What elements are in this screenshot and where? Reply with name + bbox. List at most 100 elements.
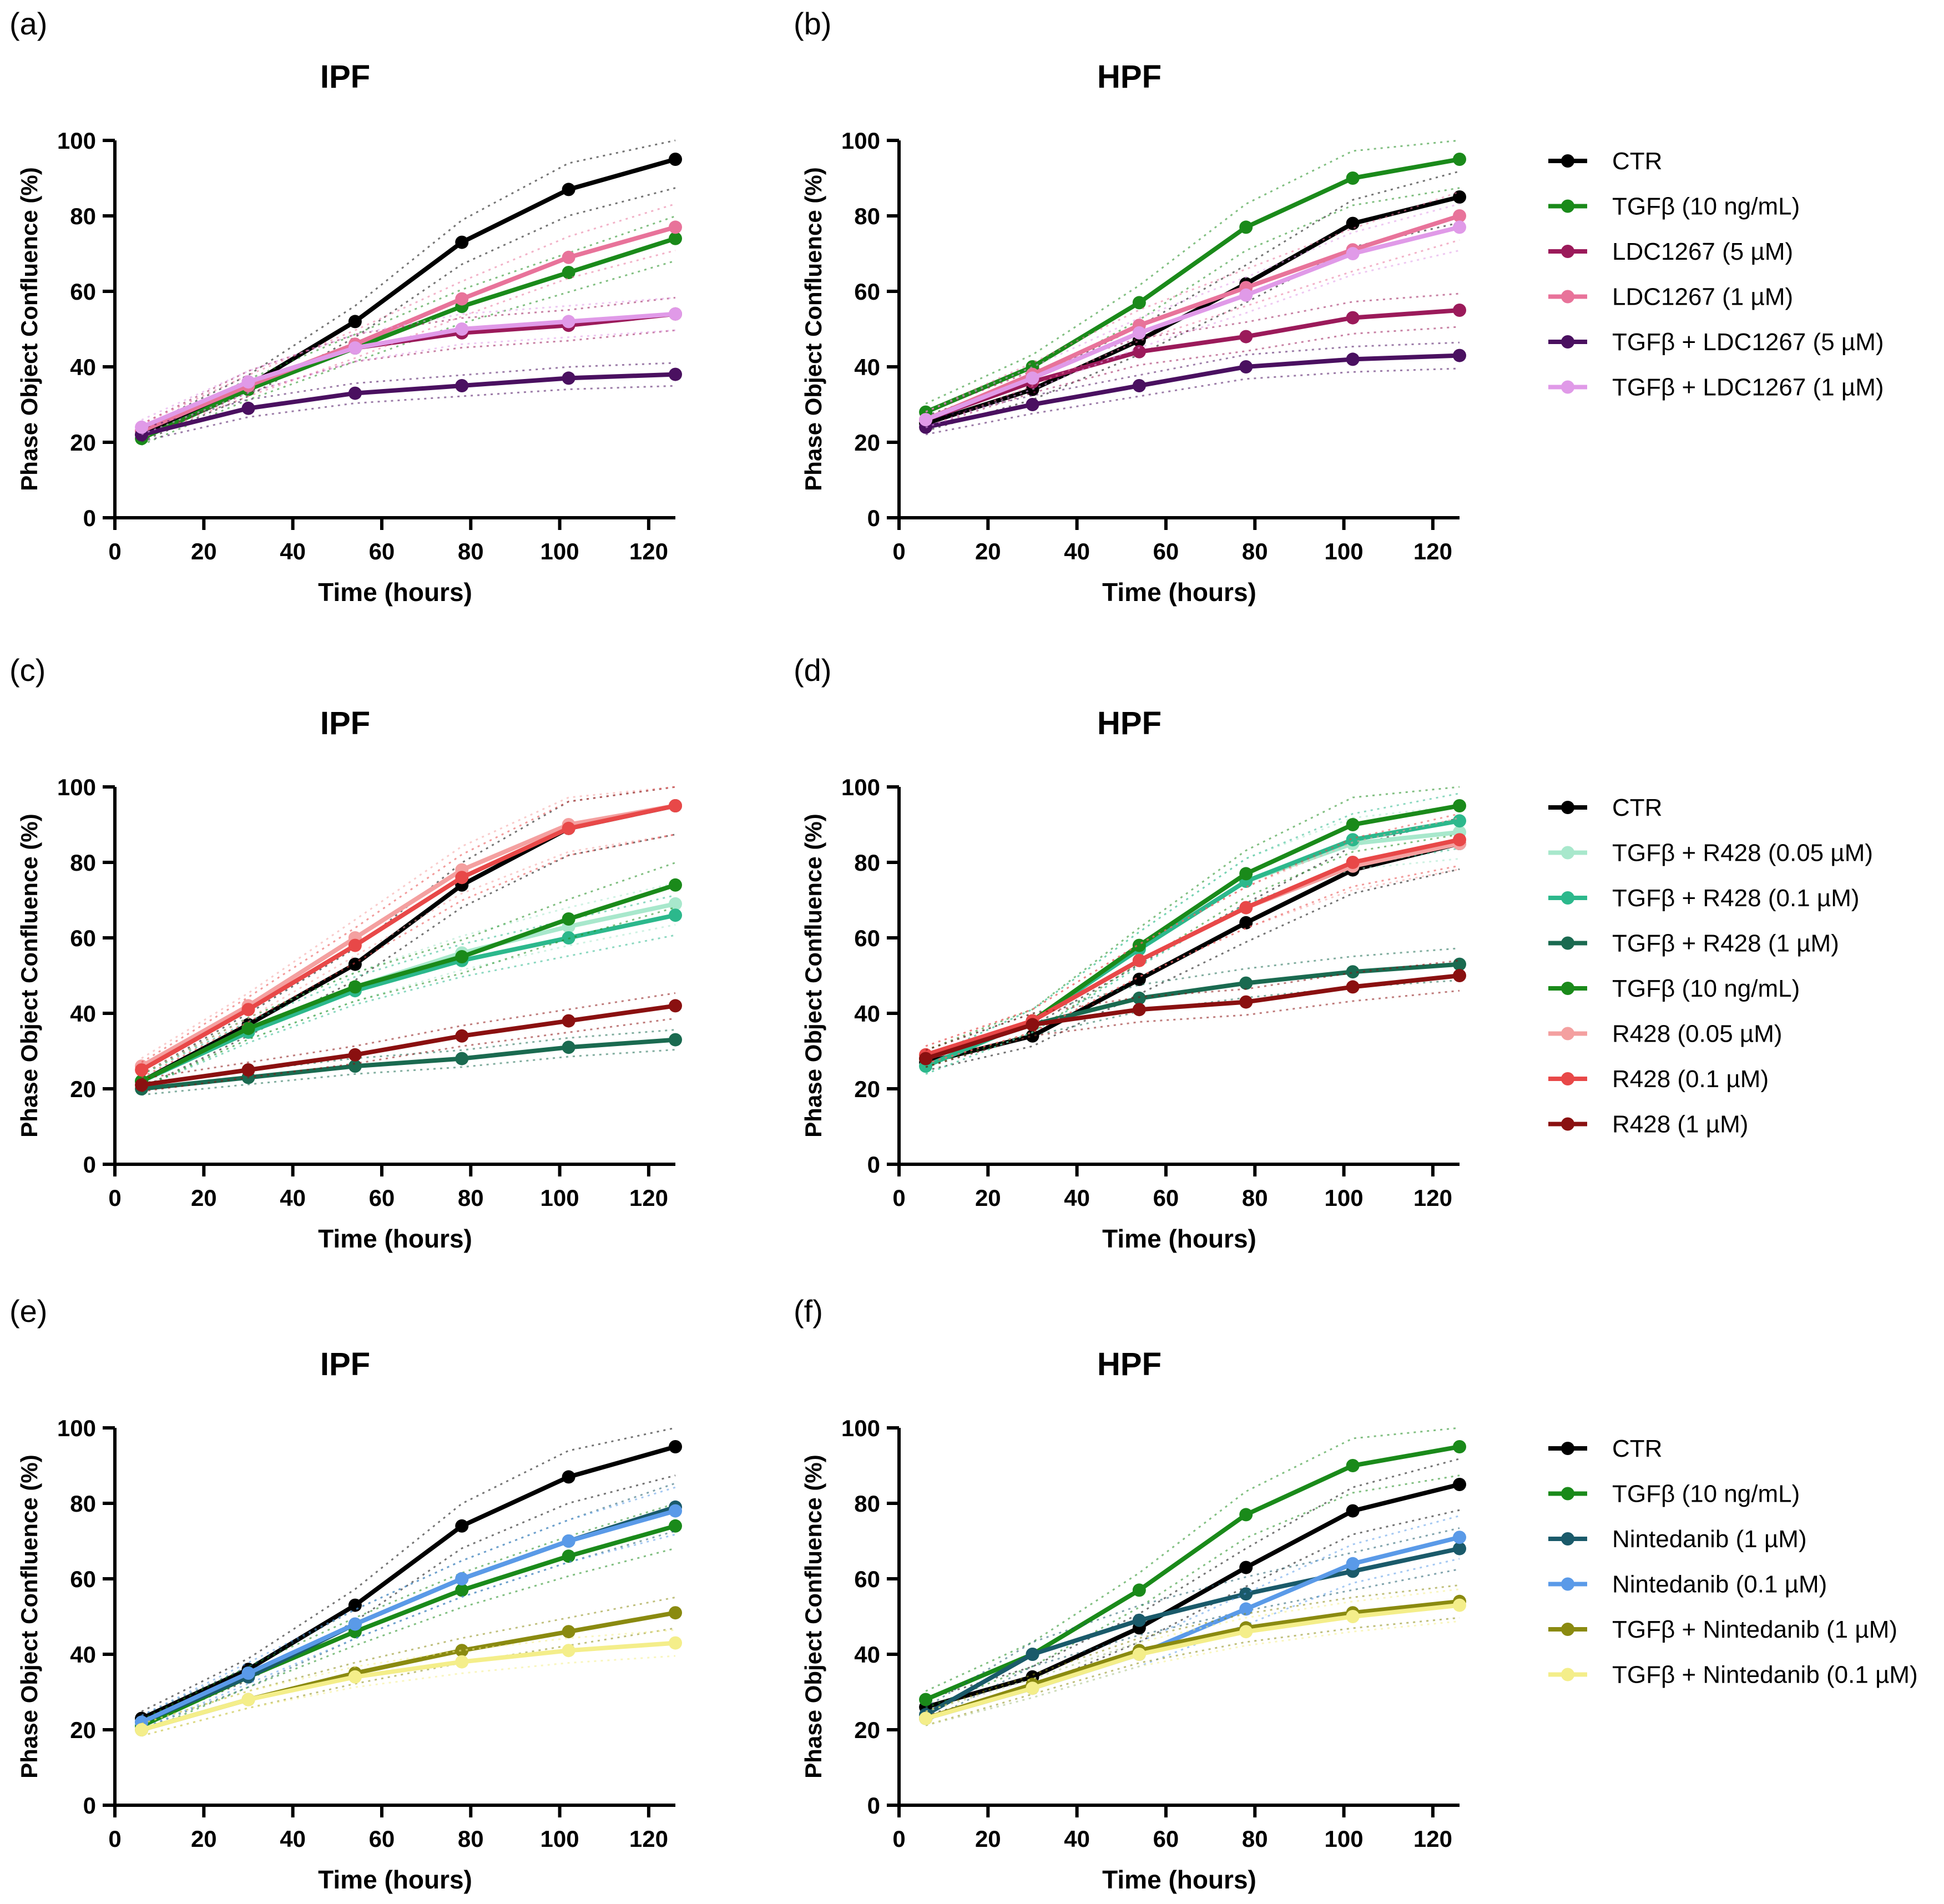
- data-point: [1132, 938, 1146, 952]
- data-point: [669, 878, 682, 892]
- data-point: [135, 420, 149, 434]
- legend-swatch-marker: [1561, 1072, 1574, 1085]
- data-point: [1346, 311, 1360, 325]
- data-point: [562, 1549, 575, 1563]
- data-point: [1346, 980, 1360, 994]
- y-tick-label: 20: [70, 1717, 96, 1743]
- data-point: [1346, 1557, 1360, 1570]
- data-point: [1239, 220, 1253, 234]
- y-tick-label: 0: [867, 1792, 880, 1819]
- legend-label: TGFβ + Nintedanib (1 µM): [1612, 1616, 1897, 1643]
- y-tick-label: 40: [70, 1642, 96, 1668]
- data-point: [1132, 991, 1146, 1005]
- data-point: [135, 1078, 149, 1092]
- error-band-upper: [141, 894, 676, 1075]
- error-band-lower: [925, 1620, 1460, 1726]
- data-point: [455, 1583, 469, 1597]
- y-tick-label: 0: [83, 505, 96, 531]
- legend-label: LDC1267 (1 µM): [1612, 284, 1793, 311]
- x-tick-label: 80: [1242, 1185, 1268, 1211]
- error-band-lower: [925, 187, 1460, 422]
- x-tick-label: 0: [892, 1185, 905, 1211]
- panel-label: (b): [794, 6, 831, 41]
- data-point: [1239, 1560, 1253, 1574]
- error-band-lower: [141, 329, 676, 436]
- legend-swatch-marker: [1561, 335, 1574, 349]
- legend: CTR TGFβ (10 ng/mL) LDC1267 (5 µM) LDC1267 …: [1548, 148, 1884, 401]
- x-tick-label: 20: [191, 538, 217, 564]
- data-point: [241, 1666, 255, 1680]
- data-point: [562, 1470, 575, 1484]
- legend-swatch-marker: [1561, 982, 1574, 995]
- data-point: [348, 1598, 362, 1612]
- data-point: [1346, 247, 1360, 260]
- error-band-lower: [925, 326, 1460, 428]
- series-ctr: [919, 1458, 1466, 1716]
- data-point: [669, 1606, 682, 1620]
- x-tick-label: 100: [1325, 1185, 1364, 1211]
- data-point: [669, 220, 682, 234]
- data-point: [241, 1063, 255, 1077]
- data-point: [1346, 216, 1360, 230]
- error-band-upper: [141, 139, 676, 429]
- y-tick-label: 60: [854, 1566, 880, 1592]
- data-point: [455, 322, 469, 336]
- data-point: [1026, 371, 1039, 385]
- data-point: [348, 1670, 362, 1684]
- series-line: [141, 1037, 676, 1091]
- series-line: [925, 225, 1460, 422]
- error-band-upper: [141, 1029, 676, 1084]
- legend-label: R428 (0.05 µM): [1612, 1021, 1783, 1048]
- error-band-lower: [925, 868, 1460, 1065]
- error-band-upper: [925, 292, 1460, 413]
- y-tick-label: 60: [70, 925, 96, 951]
- data-point: [669, 307, 682, 321]
- legend-label: CTR: [1612, 148, 1662, 175]
- y-tick-label: 40: [854, 1642, 880, 1668]
- data-point: [1239, 330, 1253, 344]
- x-tick-label: 120: [629, 538, 668, 564]
- series-line: [141, 1003, 676, 1088]
- legend-label: CTR: [1612, 1435, 1662, 1462]
- error-band-upper: [141, 992, 676, 1080]
- series-line: [925, 1599, 1460, 1721]
- error-band-lower: [925, 834, 1460, 1068]
- legend-label: TGFβ + Nintedanib (0.1 µM): [1612, 1661, 1918, 1689]
- x-tick-label: 80: [458, 1185, 484, 1211]
- y-tick-label: 0: [867, 505, 880, 531]
- error-band-upper: [925, 786, 1460, 1051]
- x-tick-label: 100: [541, 1185, 579, 1211]
- legend: CTR TGFβ + R428 (0.05 µM) TGFβ + R428 (0.1…: [1548, 794, 1873, 1138]
- legend-label: TGFβ + R428 (1 µM): [1612, 930, 1839, 957]
- data-point: [241, 1003, 255, 1017]
- y-tick-label: 40: [70, 1001, 96, 1027]
- data-point: [1346, 1504, 1360, 1518]
- y-tick-label: 40: [854, 1001, 880, 1027]
- data-point: [1453, 209, 1466, 223]
- legend-swatch-marker: [1561, 1532, 1574, 1546]
- data-point: [1453, 814, 1466, 828]
- data-point: [455, 379, 469, 392]
- x-axis-label: Time (hours): [1102, 1224, 1256, 1253]
- data-point: [1132, 1648, 1146, 1661]
- x-tick-label: 100: [541, 538, 579, 564]
- data-point: [1239, 1625, 1253, 1639]
- legend-swatch-marker: [1561, 1487, 1574, 1501]
- x-tick-label: 120: [1413, 1185, 1452, 1211]
- error-band-upper: [141, 1503, 676, 1721]
- legend-swatch-marker: [1561, 1577, 1574, 1591]
- series-line: [140, 1504, 676, 1725]
- x-tick-label: 60: [1153, 538, 1179, 564]
- data-point: [455, 871, 469, 885]
- data-point: [562, 183, 575, 196]
- legend-label: TGFβ (10 ng/mL): [1612, 193, 1800, 220]
- data-point: [135, 1063, 149, 1077]
- series-tgf-ldc1267-1-m-: [135, 296, 682, 436]
- legend-label: TGFβ (10 ng/mL): [1612, 975, 1800, 1002]
- x-tick-label: 80: [1242, 538, 1268, 564]
- data-point: [455, 235, 469, 249]
- data-point: [1132, 379, 1146, 392]
- data-point: [1346, 818, 1360, 831]
- data-point: [1026, 398, 1039, 411]
- legend-label: TGFβ + R428 (0.1 µM): [1612, 885, 1860, 912]
